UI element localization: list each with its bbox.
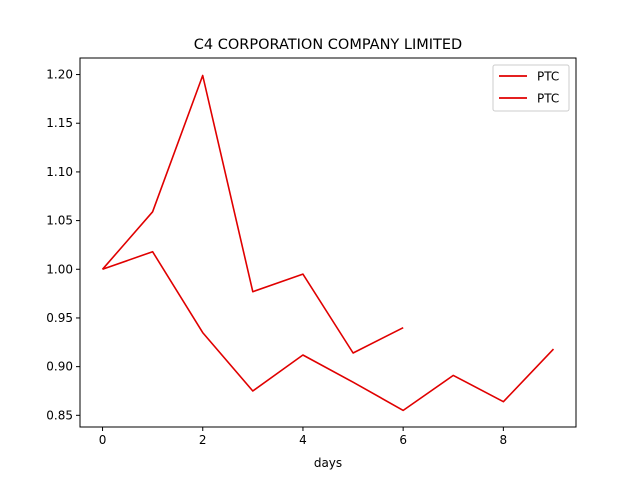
chart-title: C4 CORPORATION COMPANY LIMITED: [194, 37, 462, 53]
legend: PTC PTC: [492, 64, 570, 112]
y-tick-label: 1.15: [46, 116, 73, 130]
series-line-2: [102, 250, 555, 412]
x-tick-label: 2: [199, 433, 207, 447]
y-axis: 0.85 0.90 0.95 1.00 1.05 1.10 1.15 1.20: [46, 68, 80, 422]
y-tick-label: 0.85: [46, 408, 73, 422]
y-tick-label: 1.20: [46, 68, 73, 82]
x-axis-label: days: [314, 456, 342, 470]
y-tick-label: 1.05: [46, 214, 73, 228]
x-tick-label: 8: [500, 433, 508, 447]
legend-label-2: PTC: [537, 92, 559, 106]
plot-lines: [101, 74, 555, 412]
y-tick-label: 0.95: [46, 311, 73, 325]
x-tick-label: 6: [399, 433, 407, 447]
legend-label-1: PTC: [537, 70, 559, 84]
y-tick-label: 0.90: [46, 360, 73, 374]
plot-frame: [79, 57, 577, 428]
x-axis: 0 2 4 6 8: [99, 427, 507, 447]
x-tick-label: 4: [299, 433, 307, 447]
y-tick-label: 1.10: [46, 165, 73, 179]
x-tick-label: 0: [99, 433, 107, 447]
series-line-1: [101, 74, 404, 354]
y-tick-label: 1.00: [46, 262, 73, 276]
